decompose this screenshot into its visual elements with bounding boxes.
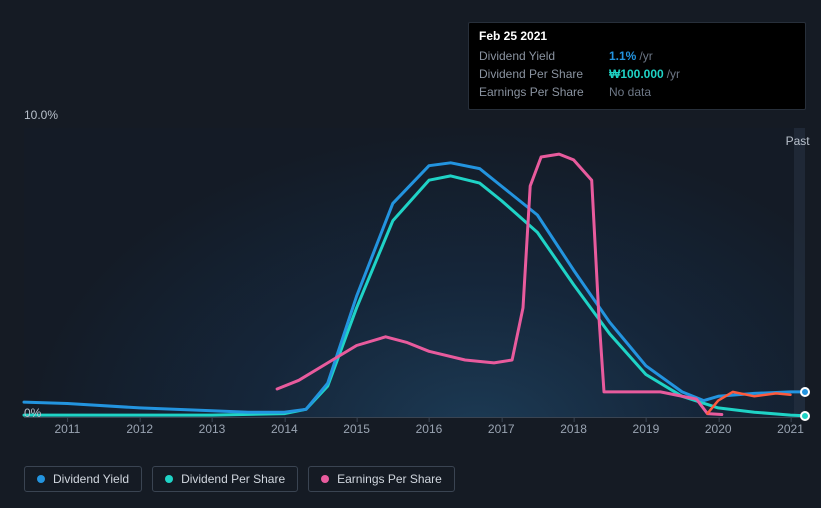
series-dividend_yield xyxy=(24,163,805,412)
x-tick: 2012 xyxy=(126,422,153,436)
plot-area[interactable]: Past xyxy=(24,128,805,418)
tooltip-table: Dividend Yield1.1%/yrDividend Per Share₩… xyxy=(479,47,795,101)
x-tick: 2021 xyxy=(777,422,804,436)
series-dividend_per_share xyxy=(24,176,805,416)
x-tick: 2018 xyxy=(560,422,587,436)
tooltip-row: Dividend Per Share₩100.000/yr xyxy=(479,65,795,83)
y-axis-max-label: 10.0% xyxy=(24,108,58,122)
x-tick: 2011 xyxy=(54,422,80,436)
tooltip-row: Dividend Yield1.1%/yr xyxy=(479,47,795,65)
chart-tooltip: Feb 25 2021 Dividend Yield1.1%/yrDividen… xyxy=(468,22,806,110)
tooltip-row-value: ₩100.000/yr xyxy=(609,65,795,83)
legend-label: Dividend Yield xyxy=(53,472,129,486)
y-axis-min-label: 0% xyxy=(24,406,41,420)
x-tick: 2017 xyxy=(488,422,515,436)
series-earnings_per_share xyxy=(277,154,722,414)
x-tick: 2014 xyxy=(271,422,298,436)
legend-dot-icon xyxy=(37,475,45,483)
legend-dot-icon xyxy=(165,475,173,483)
x-tick: 2016 xyxy=(416,422,443,436)
x-tick: 2019 xyxy=(633,422,660,436)
tooltip-row-label: Earnings Per Share xyxy=(479,83,609,101)
tooltip-row-label: Dividend Yield xyxy=(479,47,609,65)
legend-item-dividend_yield[interactable]: Dividend Yield xyxy=(24,466,142,492)
series-end-marker xyxy=(800,411,810,421)
tooltip-row: Earnings Per ShareNo data xyxy=(479,83,795,101)
series-svg xyxy=(24,128,805,418)
x-tick: 2013 xyxy=(199,422,226,436)
legend-label: Dividend Per Share xyxy=(181,472,285,486)
x-axis: 2011 2012 2013 2014 2015 2016 2017 2018 2019 2020… xyxy=(24,422,805,442)
legend-item-dividend_per_share[interactable]: Dividend Per Share xyxy=(152,466,298,492)
chart: 10.0% Past 0% 20112012201320142015201620… xyxy=(24,100,805,450)
tooltip-row-value: No data xyxy=(609,83,795,101)
x-tick: 2020 xyxy=(705,422,732,436)
legend-label: Earnings Per Share xyxy=(337,472,442,486)
legend-dot-icon xyxy=(321,475,329,483)
legend: Dividend Yield Dividend Per Share Earnings… xyxy=(24,466,455,492)
tooltip-date: Feb 25 2021 xyxy=(479,29,795,47)
legend-item-earnings_per_share[interactable]: Earnings Per Share xyxy=(308,466,455,492)
tooltip-row-value: 1.1%/yr xyxy=(609,47,795,65)
tooltip-row-label: Dividend Per Share xyxy=(479,65,609,83)
series-end-marker xyxy=(800,387,810,397)
x-tick: 2015 xyxy=(343,422,370,436)
